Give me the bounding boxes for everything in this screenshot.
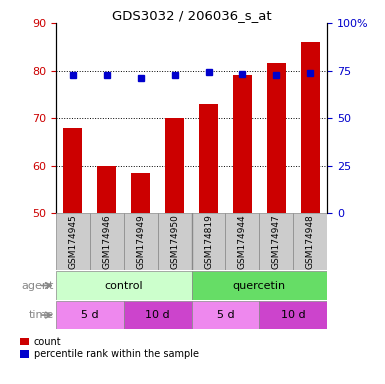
Bar (259, 301, 327, 329)
Text: GSM174947: GSM174947 (272, 214, 281, 269)
Text: GSM174949: GSM174949 (136, 214, 145, 269)
Bar (293, 213, 327, 270)
Bar (192, 271, 327, 300)
Text: 5 d: 5 d (217, 310, 234, 320)
Text: time: time (28, 310, 54, 320)
Text: GSM174946: GSM174946 (102, 214, 111, 269)
Bar (90, 213, 124, 270)
Text: control: control (104, 280, 143, 291)
Bar (124, 301, 192, 329)
Bar (226, 213, 259, 270)
Text: agent: agent (22, 280, 54, 291)
Bar (192, 213, 226, 270)
Title: GDS3032 / 206036_s_at: GDS3032 / 206036_s_at (112, 9, 271, 22)
Bar (233, 75, 252, 213)
Bar (97, 166, 116, 213)
Text: 5 d: 5 d (81, 310, 99, 320)
Bar (56, 271, 192, 300)
Bar (267, 63, 286, 213)
Text: GSM174944: GSM174944 (238, 214, 247, 269)
Bar (131, 173, 150, 213)
Text: GSM174819: GSM174819 (204, 214, 213, 269)
Text: GSM174948: GSM174948 (306, 214, 315, 269)
Bar (124, 213, 157, 270)
Bar (157, 213, 192, 270)
Bar (259, 213, 293, 270)
Text: 10 d: 10 d (145, 310, 170, 320)
Bar (301, 42, 320, 213)
Bar (64, 127, 82, 213)
Text: GSM174945: GSM174945 (68, 214, 77, 269)
Bar (199, 104, 218, 213)
Text: 10 d: 10 d (281, 310, 306, 320)
Bar (56, 213, 90, 270)
Bar (165, 118, 184, 213)
Text: quercetin: quercetin (233, 280, 286, 291)
Legend: count, percentile rank within the sample: count, percentile rank within the sample (20, 337, 199, 359)
Bar (56, 301, 124, 329)
Text: GSM174950: GSM174950 (170, 214, 179, 269)
Bar (192, 301, 259, 329)
